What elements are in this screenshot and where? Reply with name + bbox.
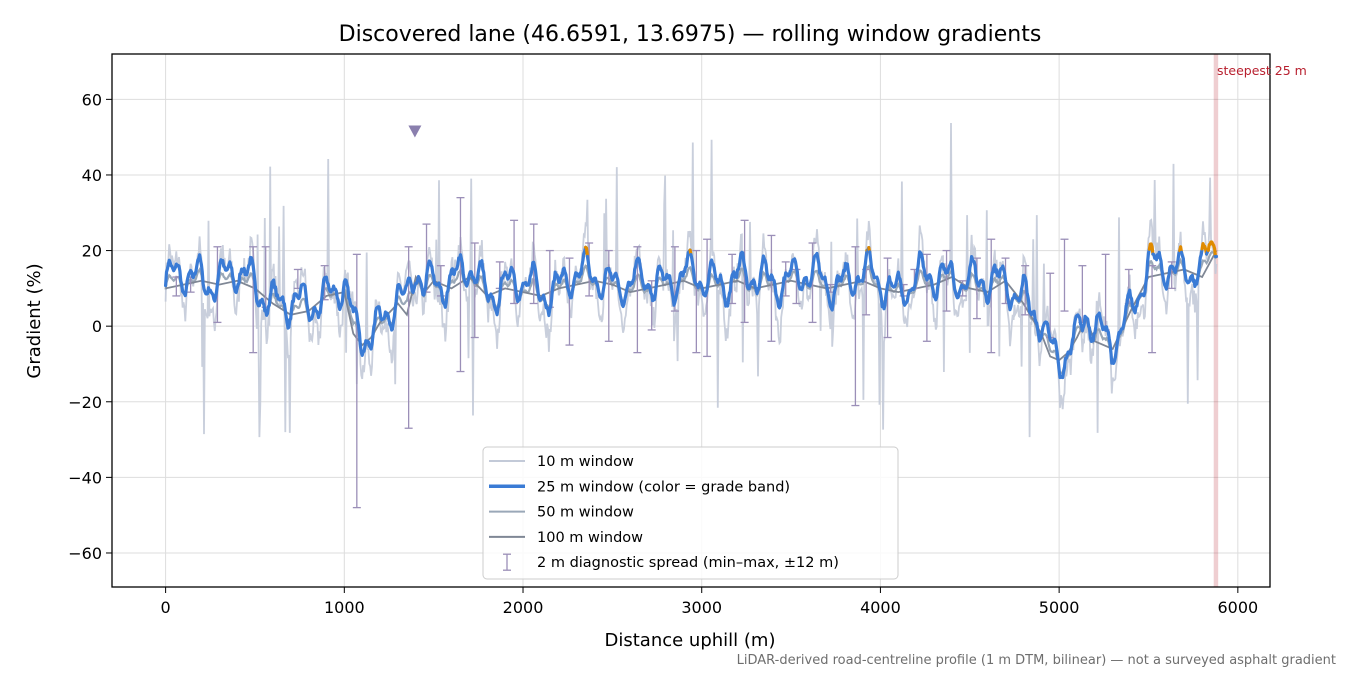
x-tick-label: 1000: [324, 598, 365, 617]
line-25m-window-segment: [689, 248, 869, 312]
tick-layer: 0 1000 2000 3000 4000 5000 6000 −60 −40 −20 0 20 40 6…: [68, 90, 1258, 617]
legend-label: 50 m window: [537, 505, 634, 521]
legend-label: 25 m window (color = grade band): [537, 479, 790, 495]
steepest-band-layer: [1213, 54, 1219, 587]
grid-layer: [112, 54, 1270, 587]
y-tick-label: 60: [82, 90, 102, 109]
y-axis-label: Gradient (%): [24, 263, 45, 378]
line-25m-window-segment: [1151, 248, 1182, 291]
y-tick-label: −20: [68, 393, 102, 412]
series-25m-window: [164, 240, 1218, 380]
y-tick-label: −40: [68, 468, 102, 487]
line-25m-window-segment: [1178, 245, 1184, 254]
legend-label: 100 m window: [537, 530, 643, 546]
x-axis-label: Distance uphill (m): [605, 630, 776, 651]
x-tick-label: 5000: [1039, 598, 1080, 617]
x-tick-label: 3000: [681, 598, 722, 617]
legend: 10 m window 25 m window (color = grade ba…: [482, 446, 899, 580]
plot-frame: [111, 53, 1271, 588]
legend-box: [482, 446, 899, 580]
y-tick-label: −60: [68, 544, 102, 563]
line-25m-window-segment: [164, 245, 588, 357]
chart-title: Discovered lane (46.6591, 13.6975) — rol…: [339, 22, 1042, 47]
line-25m-window-segment: [1147, 242, 1155, 256]
line-25m-window-segment: [1200, 242, 1209, 256]
marker-layer: [408, 125, 422, 138]
y-tick-label: 20: [82, 242, 102, 261]
line-25m-window-segment: [584, 245, 589, 258]
line-25m-window-segment: [868, 247, 1151, 380]
legend-label: 10 m window: [537, 454, 634, 470]
footnote: LiDAR-derived road-centreline profile (1…: [736, 653, 1336, 668]
x-tick-label: 4000: [860, 598, 901, 617]
series-10m-window: [164, 122, 1218, 438]
line-25m-window-segment: [1179, 247, 1204, 288]
steepest-25m-band: [1213, 54, 1219, 587]
legend-label: 2 m diagnostic spread (min–max, ±12 m): [537, 555, 839, 571]
x-tick-label: 6000: [1217, 598, 1258, 617]
x-tick-label: 0: [161, 598, 171, 617]
steepest-annotation: steepest 25 m: [1217, 63, 1307, 78]
line-10m-window: [164, 122, 1218, 438]
line-25m-window-segment: [585, 248, 692, 308]
y-tick-label: 40: [82, 166, 102, 185]
line-25m-window-segment: [1206, 240, 1218, 259]
y-tick-label: 0: [92, 317, 102, 336]
x-tick-label: 2000: [503, 598, 544, 617]
triangle-down-marker: [408, 125, 422, 138]
